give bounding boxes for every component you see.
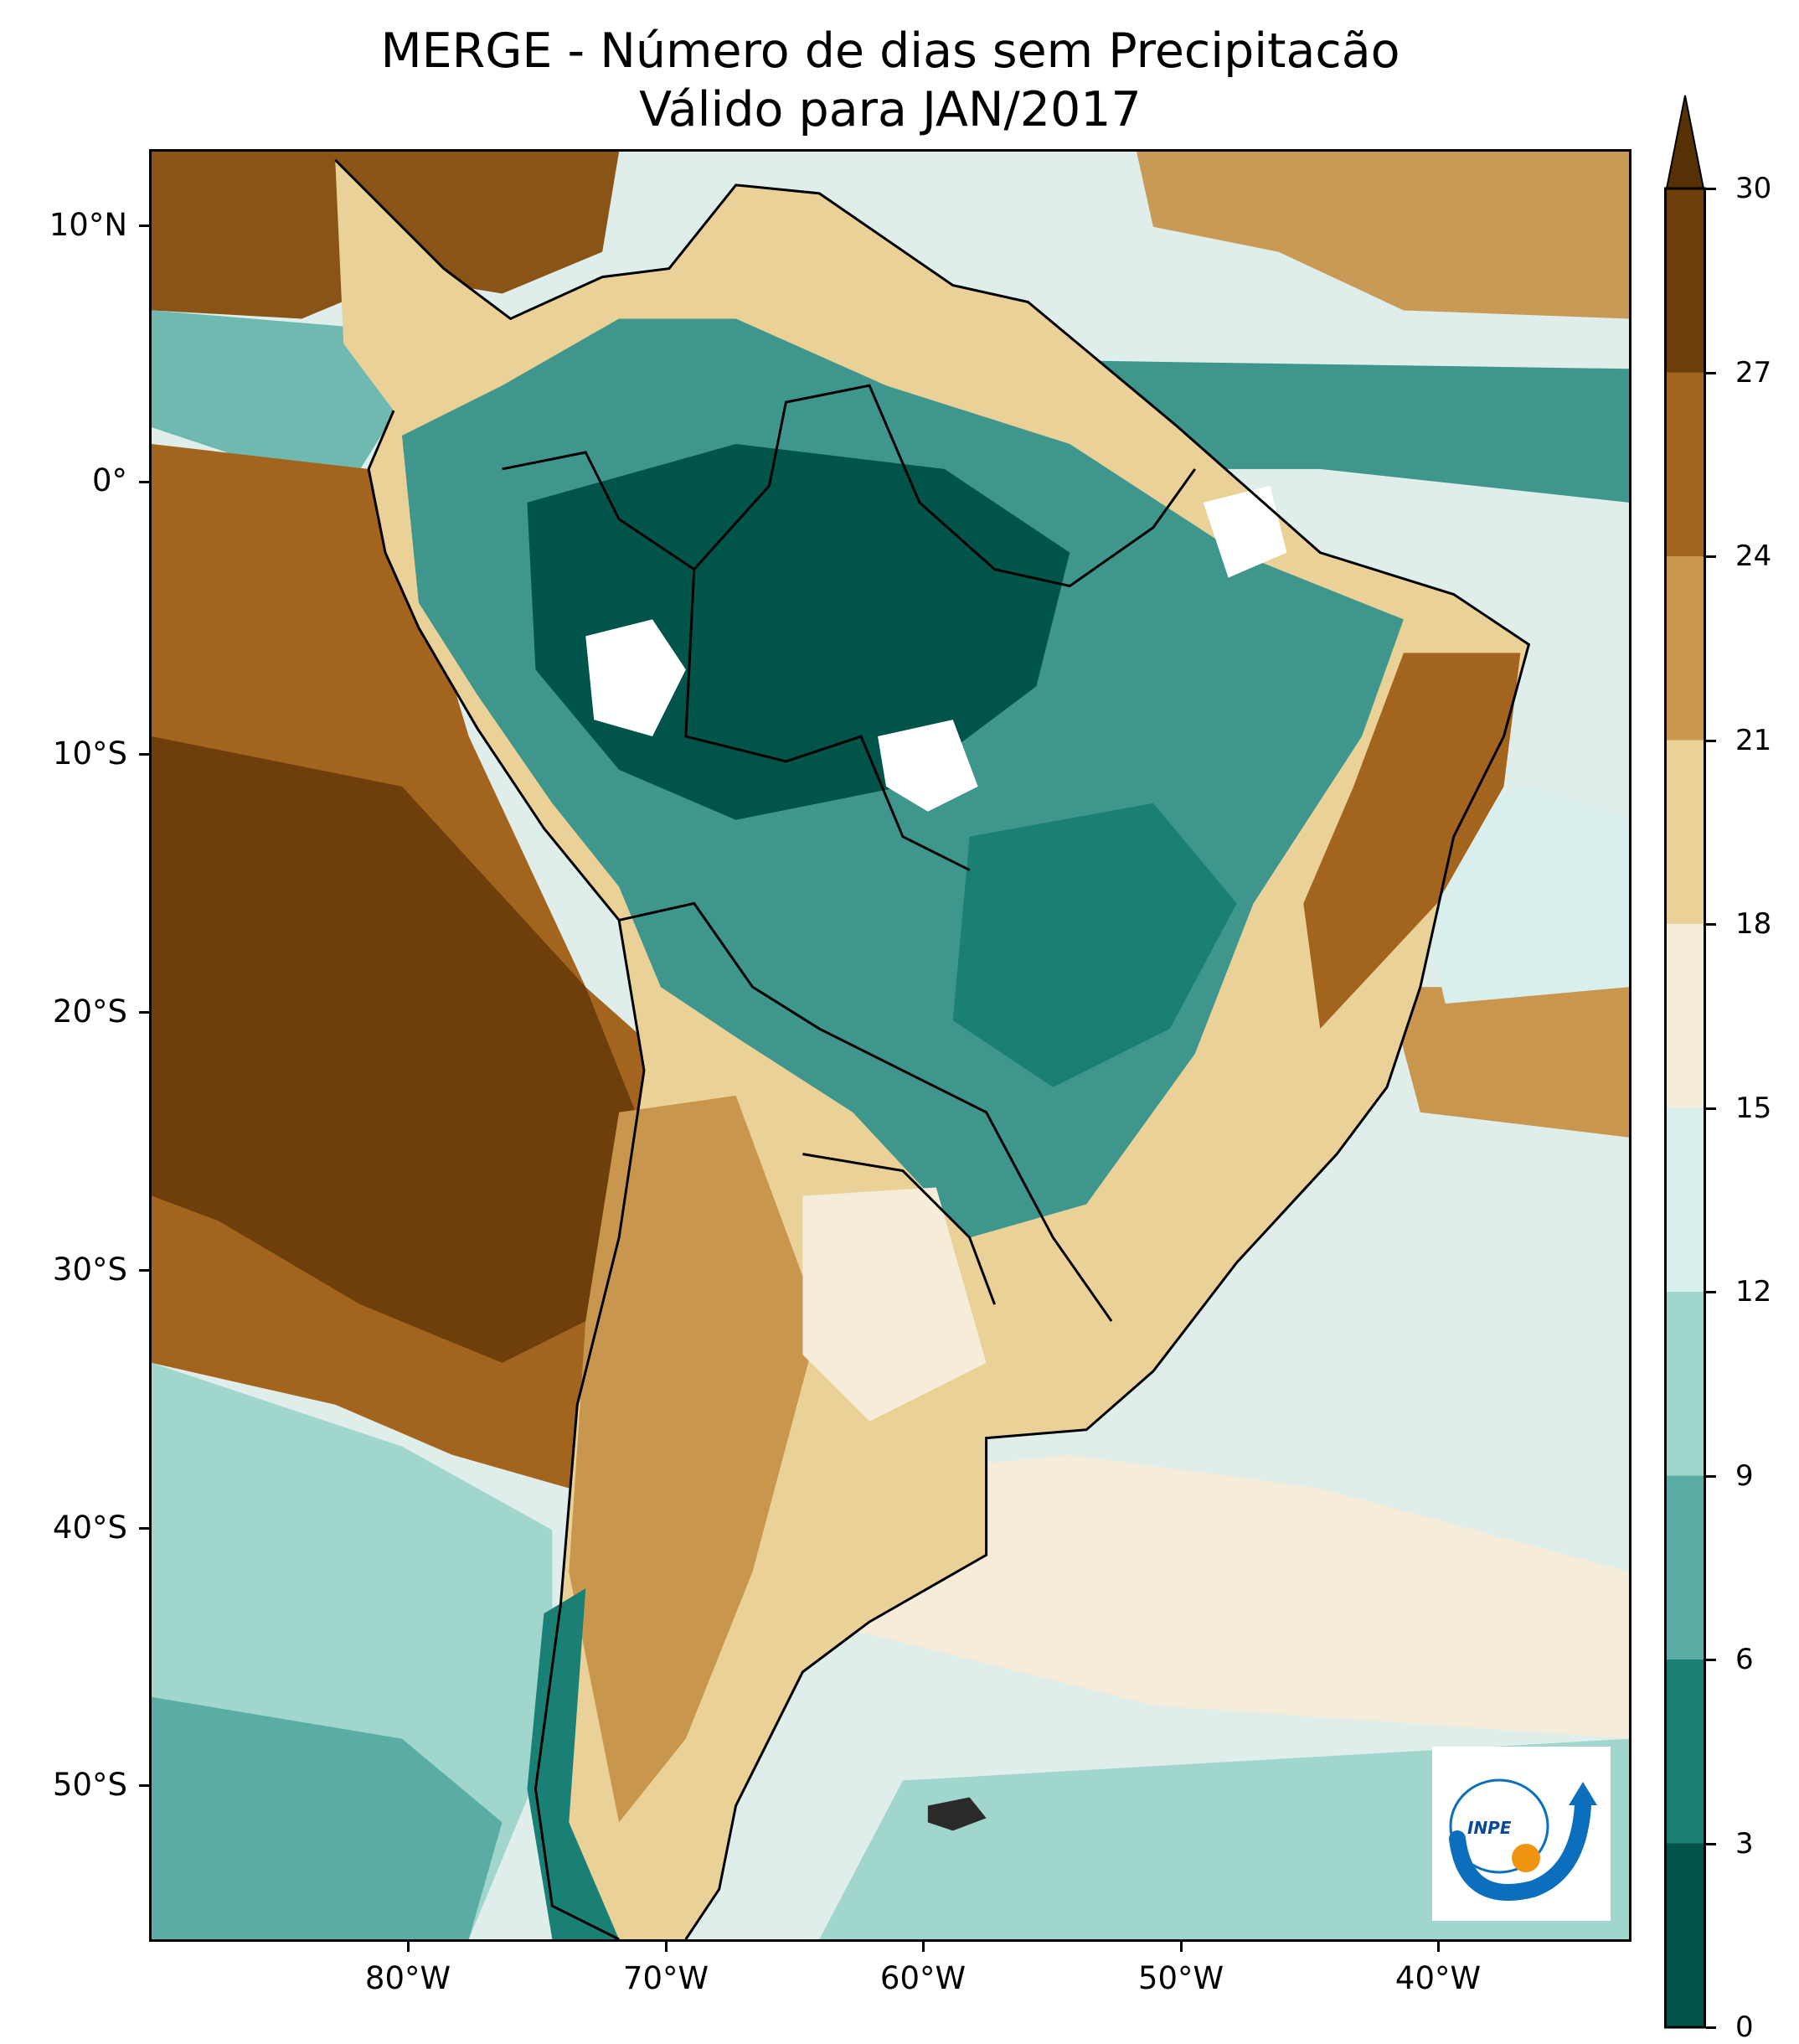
colorbar-tick: [1706, 1659, 1716, 1661]
lon-label-40w: 40°W: [1394, 1960, 1482, 1996]
colorbar-tick-label: 12: [1735, 1275, 1772, 1308]
colorbar-tick-label: 6: [1735, 1643, 1754, 1676]
pampas-moderate-region: [802, 1187, 987, 1422]
colorbar-tick: [1706, 2026, 1716, 2029]
lon-tick-70w: [665, 1942, 668, 1952]
northeast-brazil-dry-region: [1303, 653, 1521, 1030]
inpe-logo: INPE: [1432, 1747, 1611, 1921]
title-line-2: Válido para JAN/2017: [639, 82, 1142, 137]
logo-swoosh: [1449, 1797, 1591, 1901]
colorbar-tick-label: 30: [1735, 172, 1772, 205]
lat-tick-0: [139, 481, 149, 483]
colorbar-bin-6: [1664, 740, 1706, 924]
country-borders: [334, 158, 1531, 1939]
lat-label-50s: 50°S: [52, 1767, 127, 1803]
patagonia-dry-region: [569, 1095, 820, 1823]
colorbar-outline: [1664, 187, 1706, 2029]
logo-arrow-head: [1569, 1782, 1597, 1805]
lat-label-40s: 40°S: [52, 1510, 127, 1546]
colorbar-bin-0: [1664, 1843, 1706, 2027]
lat-label-10s: 10°S: [52, 736, 127, 772]
precipitation-map: [152, 152, 1629, 1939]
no-data-patch-west-amazon: [585, 619, 686, 737]
colorbar-tick: [1706, 923, 1716, 926]
pacific-equatorial-wet-band: [152, 310, 402, 469]
lon-label-70w: 70°W: [622, 1960, 709, 1996]
map-title: MERGE - Número de dias sem Precipitacão …: [149, 22, 1631, 139]
lat-tick-10n: [139, 225, 149, 227]
colorbar-bin-9: [1664, 188, 1706, 373]
colorbar-tick: [1706, 739, 1716, 742]
lat-tick-50s: [139, 1784, 149, 1787]
colorbar-bin-7: [1664, 556, 1706, 741]
colorbar-bin-2: [1664, 1475, 1706, 1659]
colorbar-tick-label: 18: [1735, 907, 1772, 941]
lon-tick-50w: [1180, 1942, 1183, 1952]
colorbar-extend-arrow: [1665, 95, 1705, 189]
lon-tick-80w: [407, 1942, 410, 1952]
colorbar-tick-label: 24: [1735, 539, 1772, 573]
no-data-patch-east: [1203, 485, 1287, 578]
far-south-pacific-wet-zone: [152, 1696, 503, 1939]
colorbar-bin-1: [1664, 1659, 1706, 1844]
inpe-logo-icon: [1449, 1778, 1597, 1901]
lat-label-30s: 30°S: [52, 1252, 127, 1288]
title-line-1: MERGE - Número de dias sem Precipitacão: [380, 23, 1400, 79]
colorbar-tick: [1706, 1291, 1716, 1293]
lon-label-80w: 80°W: [364, 1960, 451, 1996]
map-panel: [149, 149, 1631, 1942]
colorbar-tick-label: 15: [1735, 1091, 1772, 1125]
colorbar-tick: [1706, 555, 1716, 558]
lat-tick-30s: [139, 1269, 149, 1272]
lat-label-0: 0°: [91, 462, 127, 498]
atlantic-subtropical-dry-zone: [1386, 987, 1629, 1138]
colorbar-tick-label: 0: [1735, 2010, 1754, 2044]
falkland-islands: [927, 1797, 987, 1831]
pacific-core-dry-zone: [152, 736, 652, 1363]
lon-label-60w: 60°W: [879, 1960, 967, 1996]
colorbar-tick: [1706, 371, 1716, 374]
logo-sun-dot: [1512, 1844, 1540, 1872]
south-atlantic-wet-zone: [819, 1738, 1629, 1939]
colorbar-tick-label: 3: [1735, 1826, 1754, 1861]
colorbar-tick-label: 21: [1735, 723, 1772, 757]
atlantic-north-dry-zone: [1137, 152, 1629, 319]
logo-text: INPE: [1467, 1818, 1512, 1838]
colorbar-bin-3: [1664, 1292, 1706, 1476]
lat-tick-40s: [139, 1527, 149, 1530]
lat-label-20s: 20°S: [52, 994, 127, 1030]
no-data-patch-central: [878, 720, 978, 812]
lat-tick-10s: [139, 753, 149, 756]
colorbar-bin-8: [1664, 372, 1706, 556]
colorbar-tick: [1706, 1107, 1716, 1110]
lat-label-10n: 10°N: [49, 207, 127, 243]
colorbar-bin-5: [1664, 924, 1706, 1108]
logo-orbit-ring: [1449, 1778, 1549, 1874]
lon-tick-60w: [922, 1942, 925, 1952]
colorbar-tick-label: 27: [1735, 355, 1772, 390]
colorbar: [1664, 95, 1706, 2029]
colorbar-tick: [1706, 188, 1716, 190]
colorbar-tick: [1706, 1842, 1716, 1845]
lon-label-50w: 50°W: [1137, 1960, 1224, 1996]
lon-tick-40w: [1437, 1942, 1440, 1952]
colorbar-bin-4: [1664, 1107, 1706, 1292]
colorbar-tick-label: 9: [1735, 1458, 1754, 1493]
colorbar-tick: [1706, 1474, 1716, 1478]
central-brazil-wet-region: [952, 803, 1237, 1087]
lat-tick-20s: [139, 1011, 149, 1014]
